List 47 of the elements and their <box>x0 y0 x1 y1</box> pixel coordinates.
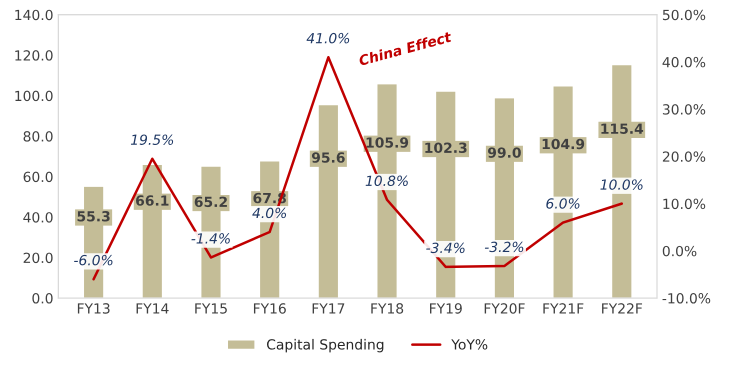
legend-label: Capital Spending <box>266 338 384 352</box>
data-label: 105.9 <box>366 137 408 148</box>
data-label: 10.8% <box>366 176 408 186</box>
data-label: 19.5% <box>130 134 174 145</box>
data-label: 102.3 <box>425 142 467 154</box>
y2-tick-label: 30.0% <box>662 104 706 115</box>
y-tick-label: 20.0 <box>24 252 53 264</box>
data-label: -6.0% <box>74 254 112 266</box>
x-tick-label: FY16 <box>254 303 286 314</box>
y2-tick-label: -10.0% <box>662 293 710 304</box>
data-label: 99.0 <box>488 147 521 158</box>
data-label: 41.0% <box>306 32 350 44</box>
y-tick-label: 120.0 <box>15 50 53 61</box>
data-label: -3.4% <box>426 242 465 254</box>
x-tick-label: FY20F <box>484 303 525 314</box>
x-tick-label: FY15 <box>195 303 227 314</box>
data-label: 65.2 <box>194 196 227 208</box>
y2-tick-label: 50.0% <box>662 10 706 20</box>
data-label: 95.6 <box>312 152 345 163</box>
x-tick-label: FY13 <box>78 303 110 314</box>
y2-tick-label: 20.0% <box>662 151 706 162</box>
data-label: 104.9 <box>542 138 584 150</box>
x-tick-label: FY19 <box>430 303 462 314</box>
y-tick-label: 100.0 <box>15 90 53 102</box>
annotation: China Effect <box>358 30 452 66</box>
data-label: 55.3 <box>78 211 110 222</box>
x-tick-label: FY21F <box>543 303 584 314</box>
data-label: 10.0% <box>600 179 643 190</box>
data-label: -1.4% <box>191 233 230 244</box>
x-tick-label: FY14 <box>136 303 169 314</box>
y-tick-label: 140.0 <box>15 10 53 20</box>
x-tick-label: FY22F <box>602 303 642 314</box>
data-label: -3.2% <box>484 242 524 252</box>
y2-tick-label: 0.0% <box>662 246 696 256</box>
y2-tick-label: 10.0% <box>663 198 706 210</box>
data-label: 4.0% <box>252 208 286 218</box>
data-label: 66.1 <box>136 195 168 206</box>
x-tick-label: FY18 <box>371 303 404 314</box>
y-tick-label: 60.0 <box>24 172 53 182</box>
y2-tick-label: 40.0% <box>662 56 706 68</box>
legend-label: YoY% <box>451 339 488 350</box>
x-tick-label: FY17 <box>312 303 344 314</box>
y-tick-label: 80.0 <box>24 131 53 142</box>
y-tick-label: 40.0 <box>23 212 53 223</box>
data-label: 115.4 <box>601 124 644 134</box>
y-tick-label: 0.0 <box>32 293 53 304</box>
data-label: 6.0% <box>546 198 580 209</box>
